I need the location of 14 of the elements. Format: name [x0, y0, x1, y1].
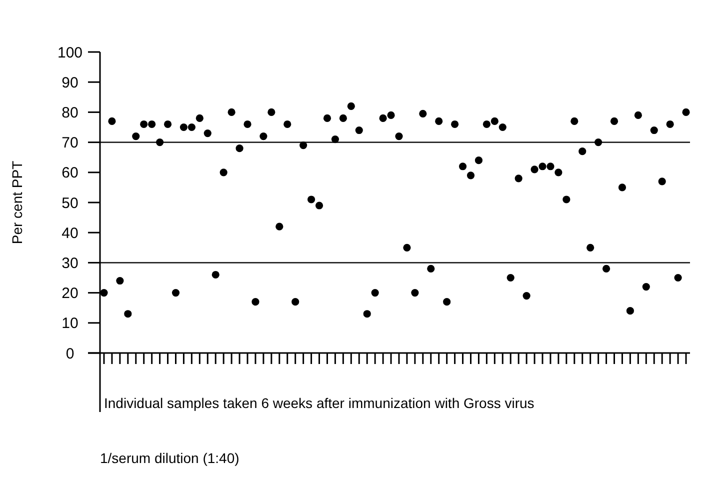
x-axis-title: Individual samples taken 6 weeks after immunization with Gross virus [104, 395, 534, 411]
y-tick-label: 40 [62, 224, 78, 242]
y-tick-label: 10 [62, 315, 78, 332]
y-tick-label: 70 [62, 134, 78, 152]
y-axis-title: Per cent PPT [9, 160, 25, 244]
y-tick-label: 60 [62, 164, 78, 182]
text: 1/serum dilution (1:40) [100, 450, 240, 466]
y-tick-label: 90 [62, 74, 78, 92]
y-tick-label: 0 [66, 345, 74, 362]
y-tick-label: 50 [62, 194, 78, 212]
y-tick-label: 100 [57, 44, 83, 62]
y-tick-label: 20 [62, 285, 78, 302]
y-tick-label: 80 [62, 104, 78, 122]
y-tick-label: 30 [62, 254, 78, 272]
